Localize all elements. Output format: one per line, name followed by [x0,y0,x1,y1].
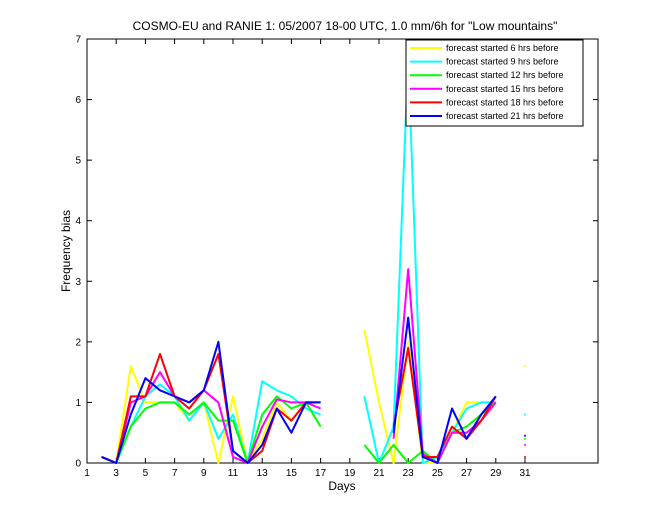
x-tick-label: 7 [172,468,178,479]
x-tick-label: 25 [432,468,444,479]
y-tick-label: 1 [75,398,81,409]
x-axis-label: Days [328,479,355,493]
x-axis-ticks: 1 3 5 7 9 11 13 15 17 19 21 23 25 27 29 31 [84,39,531,479]
x-tick-label: 31 [519,468,531,479]
y-tick-label: 6 [75,95,81,106]
legend-entry: forecast started 9 hrs before [446,57,559,67]
series-line [101,371,321,464]
series-line [101,395,322,464]
x-tick-label: 23 [403,468,415,479]
series-line [363,329,496,464]
legend-entry: forecast started 21 hrs before [446,111,564,121]
x-tick-label: 17 [315,468,327,479]
series-lines [101,56,526,464]
x-tick-label: 9 [201,468,207,479]
series-line [392,346,497,458]
x-tick-label: 3 [113,468,119,479]
x-tick-label: 21 [373,468,385,479]
x-tick-label: 11 [228,468,239,479]
series-line [101,340,321,464]
x-tick-label: 13 [257,468,269,479]
legend: forecast started 6 hrs before forecast st… [405,39,584,127]
y-tick-label: 3 [75,277,81,288]
series-line [101,380,321,464]
x-tick-label: 19 [344,468,356,479]
x-tick-label: 29 [490,468,502,479]
y-tick-label: 0 [75,459,81,470]
y-axis-ticks: 0 1 2 3 4 5 6 7 [75,35,598,470]
y-tick-label: 2 [75,337,81,348]
legend-entry: forecast started 15 hrs before [446,84,564,94]
series-1 [101,329,526,464]
y-axis-label: Frequency bias [59,210,73,292]
chart-title: COSMO-EU and RANIE 1: 05/2007 18-00 UTC,… [133,19,558,33]
legend-entry: forecast started 6 hrs before [446,43,559,53]
y-tick-label: 5 [75,156,81,167]
y-tick-label: 7 [75,35,81,46]
series-line [392,316,497,464]
x-tick-label: 1 [84,468,90,479]
series-6 [101,316,526,464]
legend-entry: forecast started 18 hrs before [446,97,564,107]
x-tick-label: 5 [143,468,149,479]
x-tick-label: 15 [286,468,298,479]
series-line [101,365,321,464]
legend-entry: forecast started 12 hrs before [446,70,564,80]
x-tick-label: 27 [461,468,473,479]
legend-box [405,39,584,127]
y-tick-label: 4 [75,216,81,227]
